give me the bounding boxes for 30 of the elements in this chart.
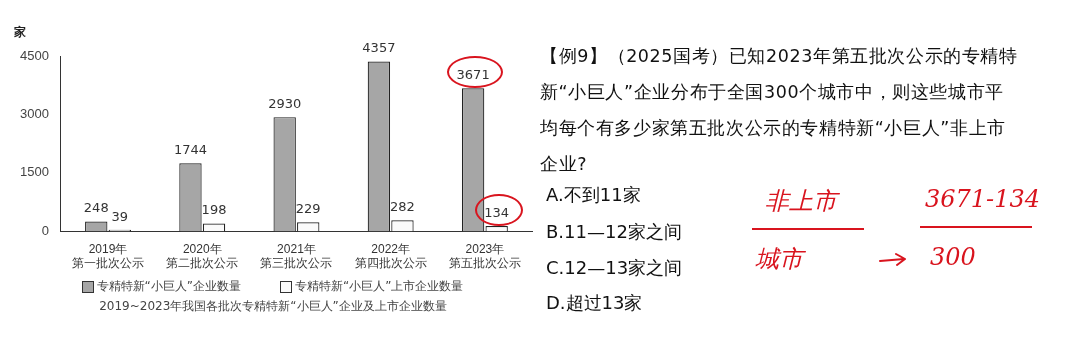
y-tick-label: 3000 <box>20 105 49 121</box>
data-label: 282 <box>390 199 415 215</box>
data-label: 3671 <box>456 67 490 83</box>
data-label: 4357 <box>362 40 396 56</box>
data-label: 2930 <box>268 96 302 111</box>
data-label: 1744 <box>173 142 208 158</box>
x-tick-label: 2022年第四批次公示 <box>354 241 427 271</box>
x-tick-label: 2021年第三批次公示 <box>260 241 333 271</box>
x-tick-label: 2023年第五批次公示 <box>448 241 521 271</box>
legend-label: 专精特新“小巨人”企业数量 <box>96 278 241 295</box>
text: 【例9】（2025国考）已知2023年第五批次公示的专精特新“小巨人”企业分布于全国300个城市中，则这些城市平均每个有多少家第五批次公示的专精特新“小巨人”非上市企业? <box>540 45 1018 176</box>
x-tick-label: 2020年第二批次公示 <box>166 241 239 271</box>
x-tick-label: 2019年第一批次公示 <box>72 241 145 271</box>
legend-label: 专精特新“小巨人”上市企业数量 <box>295 278 464 295</box>
text: 300 <box>930 243 976 271</box>
data-label: 198 <box>201 202 227 218</box>
data-label: 248 <box>83 200 109 216</box>
data-label: 229 <box>295 201 321 217</box>
y-tick-label: 4500 <box>20 47 49 63</box>
y-tick-label: 1500 <box>20 164 49 180</box>
data-label: 134 <box>484 204 510 220</box>
text: A.不到11家 <box>546 183 641 207</box>
y-axis-title: 家 <box>13 25 26 39</box>
text: 3671-134 <box>925 185 1040 213</box>
text: C.12—13家之间 <box>546 256 683 280</box>
y-tick-label: 0 <box>41 222 49 238</box>
text: B.11—12家之间 <box>546 220 682 244</box>
data-label: 39 <box>111 208 129 224</box>
text: 2019~2023年我国各批次专精特新“小巨人”企业及上市企业数量 <box>98 298 448 315</box>
text: D.超过13家 <box>546 291 643 315</box>
